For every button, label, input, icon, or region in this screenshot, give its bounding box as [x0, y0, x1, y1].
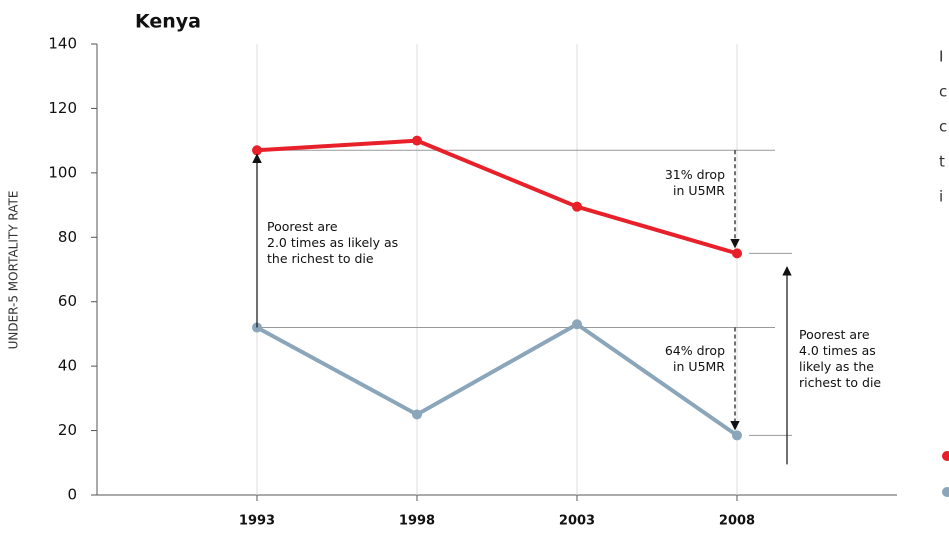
data-point [572, 201, 582, 212]
cropped-text: t [939, 153, 945, 171]
data-point [732, 248, 742, 259]
annotation-text: likely as the [799, 359, 874, 374]
chart-title: Kenya [135, 11, 201, 33]
cropped-text: I [939, 48, 943, 66]
y-tick-label: 20 [58, 421, 77, 439]
annotation-text: the richest to die [267, 251, 374, 266]
annotation-text: Poorest are [799, 327, 870, 342]
y-tick-label: 80 [58, 228, 77, 246]
annotation-text: Poorest are [267, 219, 338, 234]
y-tick-label: 120 [48, 99, 77, 117]
series-line [256, 138, 738, 256]
x-tick-label: 1998 [399, 514, 435, 529]
y-axis-label: UNDER-5 MORTALITY RATE [7, 191, 21, 350]
y-tick-label: 0 [67, 486, 77, 504]
y-tick-label: 60 [58, 292, 77, 310]
annotation-text: 64% drop [665, 343, 725, 358]
annotation-text: 31% drop [665, 167, 725, 182]
legend-marker [942, 487, 949, 497]
data-point [412, 135, 422, 146]
data-point [412, 409, 422, 420]
y-tick-label: 140 [48, 35, 77, 53]
cropped-text: c [939, 118, 947, 136]
annotation-text: in U5MR [673, 183, 725, 198]
annotation-text: 4.0 times as [799, 343, 876, 358]
y-tick-label: 100 [48, 163, 77, 181]
cropped-text: i [939, 188, 943, 206]
series-line [256, 322, 739, 438]
data-point [572, 319, 582, 330]
data-point [252, 145, 262, 156]
annotation-text: richest to die [799, 375, 881, 390]
cropped-text: c [939, 83, 947, 101]
annotation-text: 2.0 times as likely as [267, 235, 398, 250]
x-tick-label: 1993 [239, 514, 275, 529]
x-tick-label: 2003 [559, 514, 595, 529]
x-tick-label: 2008 [719, 514, 755, 529]
annotation-text: in U5MR [673, 359, 725, 374]
y-tick-label: 40 [58, 357, 77, 375]
legend-marker [942, 451, 949, 461]
data-point [732, 430, 742, 441]
